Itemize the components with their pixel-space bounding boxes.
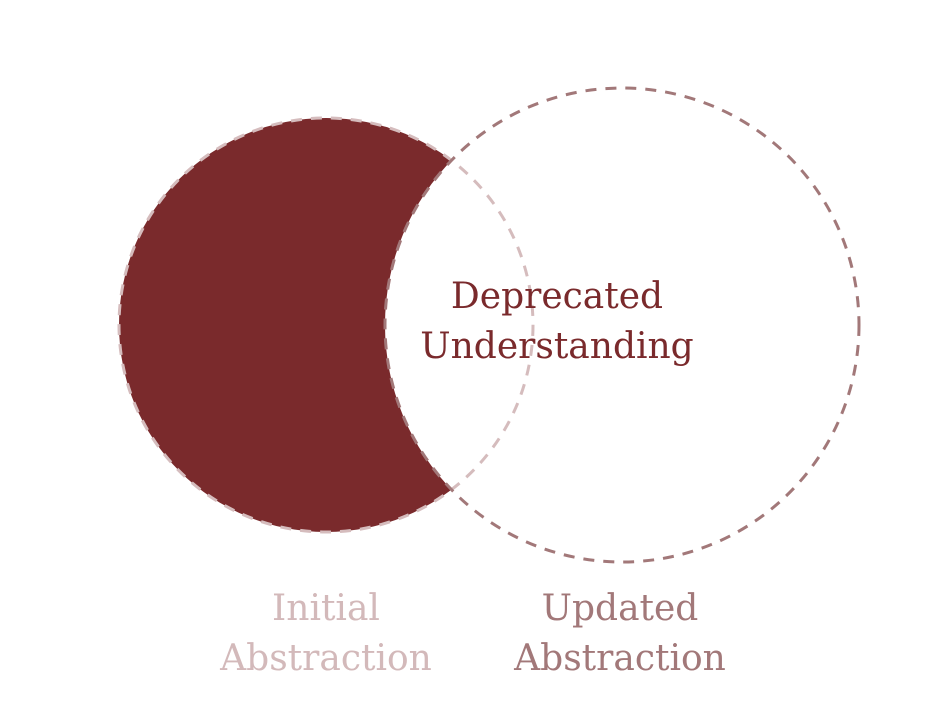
updated-abstraction-label: Updated Abstraction — [470, 584, 770, 684]
initial-abstraction-circle — [117, 116, 535, 534]
initial-label-line-2: Abstraction — [220, 638, 432, 679]
updated-label-line-1: Updated — [541, 588, 699, 629]
updated-label-line-2: Abstraction — [514, 638, 726, 679]
initial-abstraction-label: Initial Abstraction — [176, 584, 476, 684]
deprecated-region — [119, 118, 533, 532]
deprecated-label-line-1: Deprecated — [450, 276, 664, 317]
deprecated-label-line-2: Understanding — [420, 326, 694, 367]
updated-abstraction-circle — [383, 86, 861, 564]
initial-label-line-1: Initial — [272, 588, 380, 629]
deprecated-understanding-label: Deprecated Understanding — [407, 272, 707, 372]
